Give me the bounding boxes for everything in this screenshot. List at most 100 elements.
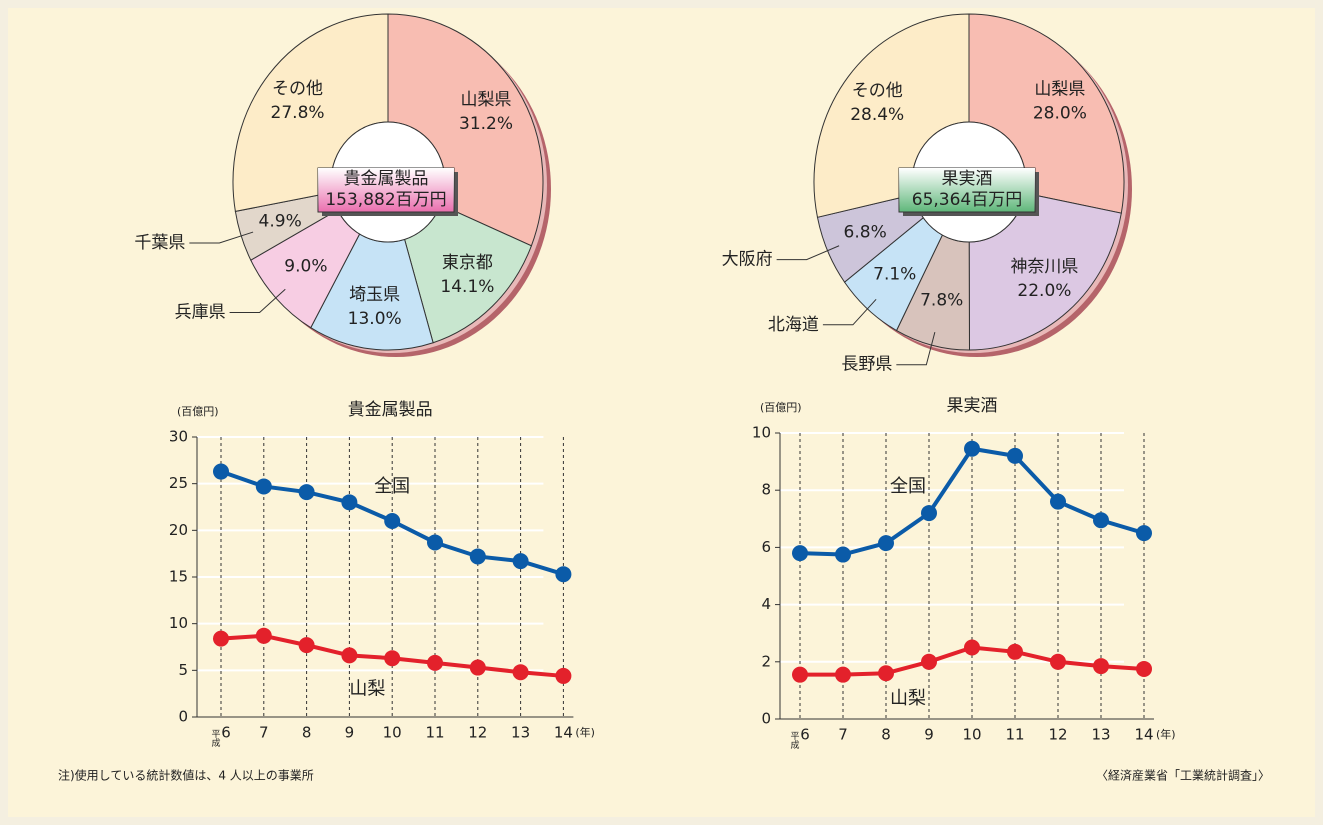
slice-name: 北海道 [768, 315, 819, 335]
point [255, 478, 272, 495]
center-title: 貴金属製品 [344, 169, 429, 189]
y-tick-label: 25 [169, 474, 188, 492]
x-tick-label: 8 [881, 726, 891, 744]
point [512, 664, 529, 681]
y-tick-label: 0 [761, 710, 771, 728]
slice-name: 山梨県 [461, 90, 512, 110]
point [213, 463, 229, 480]
y-tick-label: 10 [169, 614, 188, 632]
leader-line [189, 231, 254, 244]
point [213, 630, 229, 647]
x-tick-label: 9 [345, 724, 355, 742]
chart-title: 果実酒 [947, 396, 998, 416]
x-tick-label: 8 [302, 724, 312, 742]
point [792, 666, 808, 683]
point [384, 650, 401, 667]
x-tick-label: 11 [425, 724, 444, 742]
point [1093, 658, 1109, 675]
point [341, 647, 358, 664]
leader-line [822, 298, 877, 326]
x-tick-label: 14 [554, 724, 573, 742]
x-tick-label: 9 [924, 726, 934, 744]
x-tick-label: 14 [1134, 726, 1153, 744]
point [835, 546, 851, 563]
x-tick-label: 6 [221, 724, 231, 742]
y-tick-label: 2 [761, 652, 771, 670]
x-tick-label: 13 [1091, 726, 1110, 744]
point [1136, 525, 1152, 542]
x-unit: (年) [1156, 727, 1176, 741]
slice-value: 9.0% [284, 257, 327, 277]
y-unit: (百億円) [760, 401, 802, 414]
slice-name: その他 [272, 79, 323, 99]
y-tick-label: 4 [761, 595, 771, 613]
slice-name: 長野県 [841, 355, 892, 375]
slice-name: 兵庫県 [175, 303, 226, 323]
x-tick-label: 10 [962, 726, 981, 744]
chart-title: 貴金属製品 [348, 400, 433, 420]
point [427, 534, 443, 551]
slice-value: 28.4% [850, 105, 904, 125]
point [964, 639, 980, 656]
point [469, 548, 486, 565]
point [427, 654, 443, 671]
slice-value: 7.8% [920, 290, 963, 310]
point [555, 566, 572, 583]
y-tick-label: 8 [761, 481, 771, 499]
x-tick-label: 12 [468, 724, 487, 742]
slice-name: 東京都 [442, 253, 493, 273]
slice-value: 31.2% [459, 114, 513, 134]
series-label: 全国 [374, 476, 410, 497]
point [341, 494, 358, 511]
point [512, 553, 529, 570]
center-box-gloss [899, 168, 1035, 212]
center-box-gloss [318, 168, 454, 212]
point [255, 627, 272, 644]
slice-value: 13.0% [348, 309, 402, 329]
leader-line [229, 288, 286, 314]
point [1007, 447, 1023, 464]
point [469, 659, 486, 676]
point [878, 665, 894, 682]
slice-value: 22.0% [1017, 281, 1071, 301]
series-label: 山梨 [890, 688, 926, 709]
slice-value: 6.8% [844, 222, 887, 242]
slice-name: 神奈川県 [1010, 257, 1078, 277]
slice-name: 大阪府 [722, 250, 773, 270]
slice-name: 千葉県 [134, 233, 185, 253]
source: 〈経済産業省「工業統計調査」〉 [1096, 768, 1270, 783]
center-total: 153,882百万円 [325, 190, 446, 210]
point [555, 667, 572, 684]
center-title: 果実酒 [942, 169, 993, 189]
y-tick-label: 10 [752, 424, 771, 442]
x-tick-label: 7 [259, 724, 269, 742]
x-unit: (年) [575, 725, 595, 739]
point [878, 535, 894, 552]
x-tick-label: 11 [1005, 726, 1024, 744]
era-label: 平成 [789, 731, 800, 750]
y-tick-label: 5 [178, 661, 188, 679]
x-tick-label: 12 [1048, 726, 1067, 744]
slice-name: 埼玉県 [349, 285, 400, 305]
point [964, 440, 980, 457]
y-unit: (百億円) [177, 405, 219, 418]
x-tick-label: 10 [383, 724, 402, 742]
y-tick-label: 0 [178, 708, 188, 726]
point [921, 653, 937, 670]
slice-value: 7.1% [873, 265, 916, 285]
y-tick-label: 20 [169, 521, 188, 539]
slice-name: 山梨県 [1034, 80, 1085, 100]
slice-value: 4.9% [259, 212, 302, 232]
point [1050, 493, 1066, 510]
x-tick-label: 6 [800, 726, 810, 744]
point [1007, 643, 1023, 660]
note: 注)使用している統計数値は、4 人以上の事業所 [58, 768, 314, 783]
point [298, 637, 315, 654]
x-tick-label: 13 [511, 724, 530, 742]
y-tick-label: 30 [169, 428, 188, 446]
y-tick-label: 6 [761, 538, 771, 556]
slice-value: 14.1% [440, 277, 494, 297]
slice-value: 28.0% [1033, 104, 1087, 124]
slice-value: 27.8% [271, 103, 325, 123]
